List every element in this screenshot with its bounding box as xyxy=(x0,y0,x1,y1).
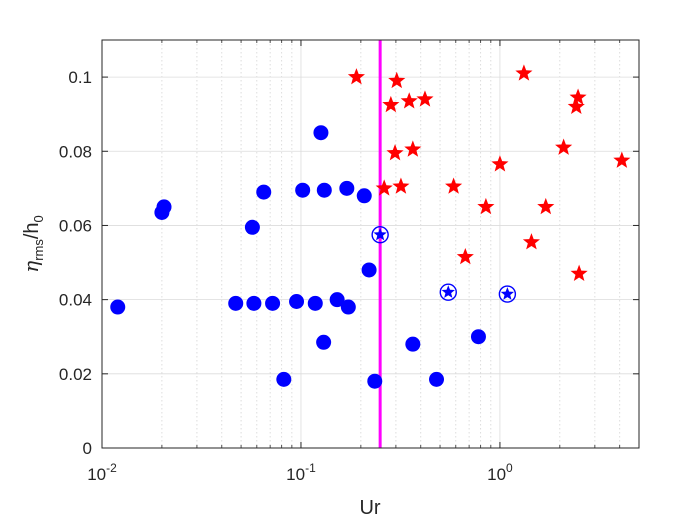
data-point-star xyxy=(386,144,404,161)
y-tick-label: 0.04 xyxy=(59,291,92,310)
data-point-circle xyxy=(470,329,486,345)
data-point-circle xyxy=(329,292,345,308)
data-point-star xyxy=(522,233,540,250)
y-tick-label: 0 xyxy=(83,439,92,458)
data-point-star xyxy=(491,155,509,172)
data-point-star xyxy=(537,197,555,215)
data-point-star xyxy=(555,138,573,155)
x-axis-label: Ur xyxy=(359,497,380,519)
y-label-mid: /h xyxy=(21,222,43,239)
data-point-star xyxy=(382,95,400,113)
data-point-star xyxy=(445,177,463,194)
data-point-circle xyxy=(110,299,126,315)
data-point-circle xyxy=(228,295,244,311)
plot-frame xyxy=(101,39,640,449)
x-tick-label: 100 xyxy=(487,461,513,484)
circled-star-ring xyxy=(371,226,389,244)
data-point-circle xyxy=(307,295,323,311)
data-point-circle xyxy=(246,295,262,311)
data-point-circle xyxy=(276,371,292,387)
data-point-circle xyxy=(244,219,260,235)
y-tick-label: 0.08 xyxy=(59,142,92,161)
data-point-circle xyxy=(356,188,372,204)
x-tick-label: 10-2 xyxy=(87,461,117,484)
data-point-circle xyxy=(339,180,355,196)
data-point-circle xyxy=(429,371,445,387)
y-label-sub2: 0 xyxy=(31,215,46,222)
data-point-circle xyxy=(289,293,305,309)
data-point-circle xyxy=(256,184,272,200)
y-tick-label: 0.06 xyxy=(59,216,92,235)
data-point-star xyxy=(570,264,588,281)
circled-star-ring xyxy=(498,285,517,303)
data-point-circle xyxy=(265,295,281,311)
data-point-circled-star xyxy=(439,283,457,301)
tick-labels: 10-2 10-1 100 0 0.02 0.04 0.06 0.08 0.1 xyxy=(59,68,513,484)
data-point-circle xyxy=(313,125,329,141)
data-point-circle xyxy=(361,262,377,278)
data-point-star xyxy=(400,92,418,109)
data-point-circle xyxy=(367,373,383,389)
data-point-circled-star xyxy=(498,285,517,303)
axis-ticks xyxy=(101,40,640,449)
circled-star-star xyxy=(373,227,387,241)
y-label-base: η xyxy=(19,261,43,273)
y-tick-label: 0.02 xyxy=(59,365,92,384)
data-point-star xyxy=(515,64,533,81)
data-point-star xyxy=(388,71,406,89)
x-tick-label: 10-1 xyxy=(286,461,316,484)
data-point-star xyxy=(375,179,393,196)
data-point-circled-star xyxy=(371,226,389,244)
data-point-circle xyxy=(405,336,421,352)
data-point-star xyxy=(567,97,585,115)
y-label-sub1: rms xyxy=(31,239,46,261)
data-point-star xyxy=(569,88,587,105)
data-point-star xyxy=(347,68,365,85)
data-point-circle xyxy=(316,334,332,350)
data-point-star xyxy=(613,151,631,168)
data-points xyxy=(110,64,631,389)
data-point-circle xyxy=(295,182,311,198)
data-point-star xyxy=(456,247,474,265)
data-point-star xyxy=(416,90,434,107)
circled-star-star xyxy=(441,285,455,298)
data-point-circle xyxy=(156,199,172,215)
data-point-star xyxy=(404,140,422,157)
y-axis-label: ηrms/h0 xyxy=(19,215,46,273)
data-point-star xyxy=(477,197,495,215)
y-tick-label: 0.1 xyxy=(68,68,92,87)
data-point-circle xyxy=(340,299,356,315)
circled-star-star xyxy=(500,287,515,300)
data-point-star xyxy=(392,177,410,194)
data-point-circle xyxy=(316,182,332,198)
circled-star-ring xyxy=(439,283,457,301)
